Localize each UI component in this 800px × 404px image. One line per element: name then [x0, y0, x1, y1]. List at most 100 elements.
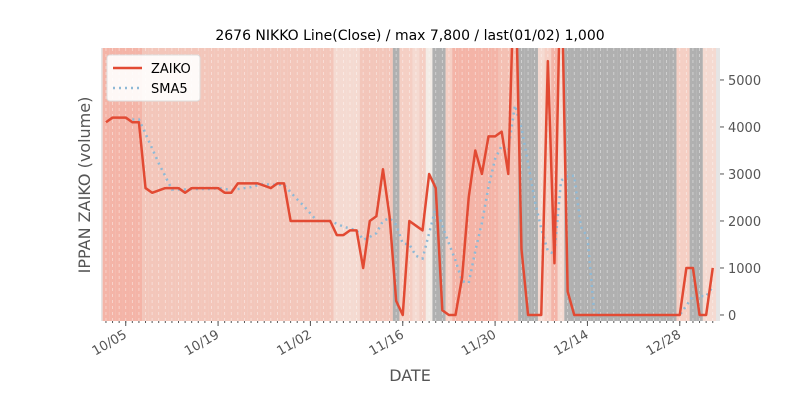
y-tick-label: 3000: [728, 168, 761, 183]
background-band: [221, 48, 228, 321]
background-band: [162, 48, 169, 321]
background-band: [115, 48, 123, 321]
x-tick-label: 12/14: [551, 327, 591, 359]
background-band: [135, 48, 143, 321]
background-band: [293, 48, 301, 321]
background-band: [287, 48, 294, 321]
y-tick-label: 4000: [728, 121, 761, 136]
background-band: [313, 48, 321, 321]
background-band: [155, 48, 163, 321]
background-band: [201, 48, 209, 321]
background-band: [267, 48, 275, 321]
x-tick-label: 11/16: [367, 327, 407, 359]
background-band: [636, 48, 644, 321]
background-band: [597, 48, 604, 321]
background-band: [412, 48, 420, 321]
background-band: [208, 48, 215, 321]
background-band: [478, 48, 486, 321]
background-band: [630, 48, 637, 321]
background-band: [392, 48, 400, 321]
background-band: [504, 48, 512, 321]
background-band: [564, 48, 571, 321]
x-axis: 10/05 10/19 11/02 11/16 11/30 12/14 12/28: [90, 321, 714, 359]
background-band: [452, 48, 459, 321]
background-band: [656, 48, 664, 321]
background-band: [663, 48, 670, 321]
background-band: [702, 48, 710, 321]
background-band: [109, 48, 116, 321]
background-band: [537, 48, 545, 321]
background-band: [551, 48, 558, 321]
background-band: [175, 48, 182, 321]
y-tick-label: 2000: [728, 215, 761, 230]
background-band: [683, 48, 690, 321]
y-tick-label: 5000: [728, 74, 761, 89]
background-band: [650, 48, 657, 321]
background-band: [214, 48, 222, 321]
background-band: [340, 48, 347, 321]
background-band: [194, 48, 202, 321]
background-band: [168, 48, 176, 321]
background-band: [465, 48, 473, 321]
background-band: [623, 48, 631, 321]
background-band: [366, 48, 374, 321]
background-band: [709, 48, 717, 321]
background-band: [373, 48, 380, 321]
y-tick-label: 1000: [728, 262, 761, 277]
background-band: [102, 48, 110, 321]
background-band: [498, 48, 505, 321]
y-axis-label: IPPAN ZAIKO (volume): [75, 97, 94, 274]
y-axis: 0 1000 2000 3000 4000 5000: [720, 74, 761, 324]
background-band: [669, 48, 677, 321]
background-band: [696, 48, 703, 321]
background-band: [122, 48, 130, 321]
background-band: [439, 48, 446, 321]
background-band: [472, 48, 479, 321]
background-band: [320, 48, 327, 321]
background-band: [676, 48, 684, 321]
background-band: [307, 48, 314, 321]
background-band: [379, 48, 387, 321]
background-band: [524, 48, 532, 321]
background-band: [181, 48, 189, 321]
legend: ZAIKO SMA5: [106, 54, 201, 102]
background-band: [458, 48, 466, 321]
background-band: [399, 48, 407, 321]
legend-sma5-label: SMA5: [151, 82, 188, 97]
background-band: [689, 48, 697, 321]
x-tick-label: 11/30: [459, 327, 499, 359]
background-band: [300, 48, 308, 321]
background-band: [491, 48, 499, 321]
background-band: [584, 48, 591, 321]
background-band: [577, 48, 585, 321]
background-band: [386, 48, 393, 321]
series-lines: [105, 48, 714, 317]
background-band: [227, 48, 235, 321]
background-band: [333, 48, 341, 321]
x-tick-label: 11/02: [274, 327, 314, 359]
background-band: [531, 48, 538, 321]
background-band: [643, 48, 651, 321]
x-tick-label: 10/19: [182, 327, 222, 359]
x-tick-label: 12/28: [644, 327, 684, 359]
background-band: [188, 48, 195, 321]
background-band: [359, 48, 367, 321]
background-band: [148, 48, 156, 321]
background-band: [432, 48, 440, 321]
zaiko-line: [105, 48, 714, 317]
background-band: [326, 48, 334, 321]
background-band: [129, 48, 136, 321]
background-band: [518, 48, 525, 321]
background-band: [511, 48, 519, 321]
x-tick-label: 10/05: [90, 327, 130, 359]
background-band: [590, 48, 598, 321]
background-band: [570, 48, 578, 321]
x-axis-label: DATE: [389, 366, 431, 385]
legend-box: [106, 54, 201, 102]
legend-zaiko-label: ZAIKO: [151, 62, 191, 77]
background-band: [617, 48, 624, 321]
y-tick-label: 0: [728, 309, 736, 324]
chart-title: 2676 NIKKO Line(Close) / max 7,800 / las…: [215, 28, 604, 44]
background-band: [406, 48, 413, 321]
background-band: [544, 48, 552, 321]
